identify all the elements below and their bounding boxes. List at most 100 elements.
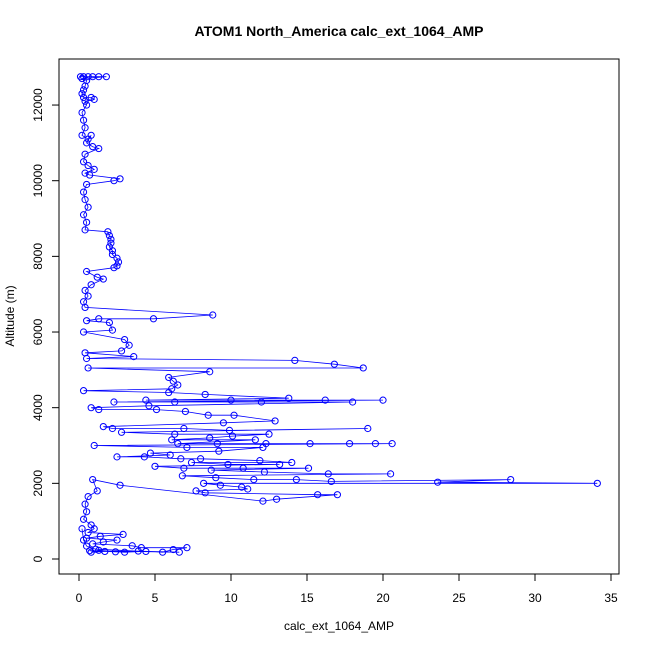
data-point [84, 292, 92, 300]
data-point [239, 464, 247, 472]
data-point [180, 464, 188, 472]
data-point [327, 477, 335, 486]
x-tick-label: 20 [376, 591, 390, 605]
data-point [111, 548, 120, 556]
data-point [83, 354, 91, 363]
data-point [83, 218, 91, 226]
data-point [81, 226, 89, 234]
x-tick-label: 15 [300, 591, 314, 605]
data-point [183, 544, 191, 552]
y-tick-label: 10000 [31, 164, 45, 198]
data-point [379, 396, 387, 404]
data-point [288, 458, 296, 467]
x-tick-label: 25 [452, 591, 466, 605]
data-point [330, 360, 338, 368]
data-point [95, 144, 103, 153]
data-point [121, 548, 129, 556]
y-tick-label: 4000 [31, 394, 45, 421]
data-point [95, 405, 103, 414]
data-point [168, 436, 176, 444]
data-point [171, 398, 179, 406]
data-point [117, 428, 126, 436]
data-point [271, 417, 279, 425]
data-point [104, 228, 112, 236]
data-point [151, 462, 159, 470]
data-point [117, 347, 126, 355]
data-point [79, 211, 88, 219]
data-point [107, 235, 115, 243]
chart-title: ATOM1 North_America calc_ext_1064_AMP [195, 23, 484, 39]
data-point [121, 335, 129, 344]
data-point [387, 470, 395, 478]
y-tick-label: 6000 [31, 318, 45, 345]
x-tick-label: 0 [76, 591, 83, 605]
data-point [81, 303, 89, 312]
data-point [215, 447, 223, 455]
data-point [230, 411, 238, 419]
data-point [593, 479, 601, 487]
data-point [102, 73, 110, 81]
data-point [165, 373, 173, 382]
data-point [192, 487, 200, 495]
data-point [84, 161, 92, 170]
data-point [321, 396, 329, 404]
data-point [83, 180, 91, 189]
data-point [250, 475, 258, 484]
data-point [206, 434, 214, 442]
data-point [349, 398, 357, 406]
data-point [142, 396, 150, 404]
data-point [175, 548, 183, 556]
data-point [201, 489, 209, 497]
data-point [174, 381, 182, 389]
data-point [260, 468, 269, 476]
data-point [113, 254, 121, 262]
data-point [95, 315, 103, 323]
data-point [89, 540, 97, 548]
data-point [259, 443, 267, 452]
data-point [209, 311, 217, 319]
data-point [130, 353, 138, 361]
data-point [110, 264, 118, 272]
data-point [227, 396, 235, 404]
data-point [108, 250, 117, 259]
data-point [78, 131, 86, 139]
data-point [259, 497, 267, 505]
data-point [87, 131, 95, 139]
data-point [95, 546, 103, 554]
data-point [140, 453, 148, 461]
data-point [76, 73, 85, 81]
data-point [113, 453, 121, 461]
data-point [251, 436, 259, 444]
x-tick-label: 35 [604, 591, 618, 605]
data-point [79, 86, 88, 94]
y-tick-label: 0 [31, 555, 45, 562]
data-point [256, 457, 264, 465]
data-point [285, 394, 293, 402]
data-point [116, 481, 124, 489]
data-point [84, 492, 92, 501]
data-point [99, 275, 107, 283]
data-point [99, 422, 107, 431]
data-point [86, 171, 94, 179]
data-point [171, 430, 179, 438]
data-point [83, 317, 91, 325]
x-axis: 0 5 10 15 20 25 30 35 [76, 573, 618, 605]
data-point [105, 231, 114, 240]
data-point [93, 487, 101, 495]
data-point [388, 440, 396, 448]
data-point [244, 485, 252, 493]
y-tick-label: 8000 [31, 243, 45, 270]
data-point [84, 364, 92, 372]
plot-area [76, 73, 601, 556]
data-point [165, 388, 173, 397]
data-point [78, 90, 86, 98]
x-axis-label: calc_ext_1064_AMP [284, 619, 394, 633]
data-point [114, 258, 123, 266]
data-point [324, 470, 332, 478]
data-point [108, 326, 117, 334]
data-point [146, 449, 155, 457]
data-point [81, 124, 89, 132]
data-point [207, 466, 215, 474]
data-point [292, 475, 300, 484]
data-point [152, 405, 161, 414]
